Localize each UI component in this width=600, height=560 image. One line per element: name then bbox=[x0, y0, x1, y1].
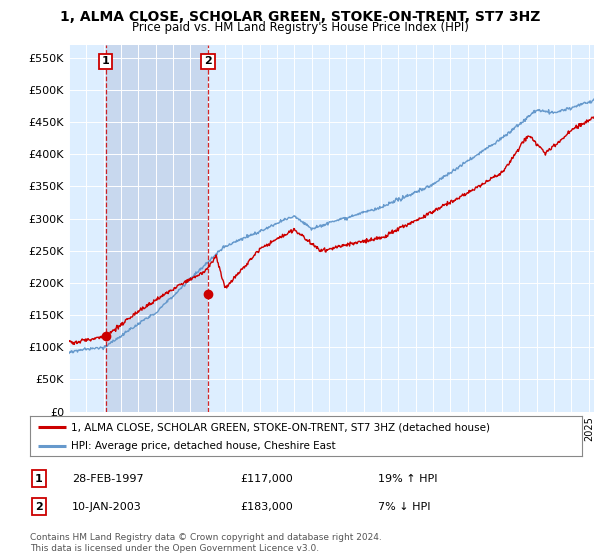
Text: 10-JAN-2003: 10-JAN-2003 bbox=[72, 502, 142, 512]
Text: Price paid vs. HM Land Registry's House Price Index (HPI): Price paid vs. HM Land Registry's House … bbox=[131, 21, 469, 34]
Text: £183,000: £183,000 bbox=[240, 502, 293, 512]
Text: 2: 2 bbox=[204, 57, 212, 66]
Bar bbox=[106, 45, 208, 412]
Text: 2: 2 bbox=[35, 502, 43, 512]
Text: 1: 1 bbox=[102, 57, 110, 66]
Text: 1: 1 bbox=[35, 474, 43, 484]
Text: HPI: Average price, detached house, Cheshire East: HPI: Average price, detached house, Ches… bbox=[71, 441, 336, 451]
Text: £117,000: £117,000 bbox=[240, 474, 293, 484]
Text: 28-FEB-1997: 28-FEB-1997 bbox=[72, 474, 143, 484]
Text: Contains HM Land Registry data © Crown copyright and database right 2024.
This d: Contains HM Land Registry data © Crown c… bbox=[30, 533, 382, 553]
Text: 19% ↑ HPI: 19% ↑ HPI bbox=[378, 474, 437, 484]
Text: 1, ALMA CLOSE, SCHOLAR GREEN, STOKE-ON-TRENT, ST7 3HZ (detached house): 1, ALMA CLOSE, SCHOLAR GREEN, STOKE-ON-T… bbox=[71, 422, 490, 432]
Text: 1, ALMA CLOSE, SCHOLAR GREEN, STOKE-ON-TRENT, ST7 3HZ: 1, ALMA CLOSE, SCHOLAR GREEN, STOKE-ON-T… bbox=[60, 10, 540, 24]
Text: 7% ↓ HPI: 7% ↓ HPI bbox=[378, 502, 431, 512]
